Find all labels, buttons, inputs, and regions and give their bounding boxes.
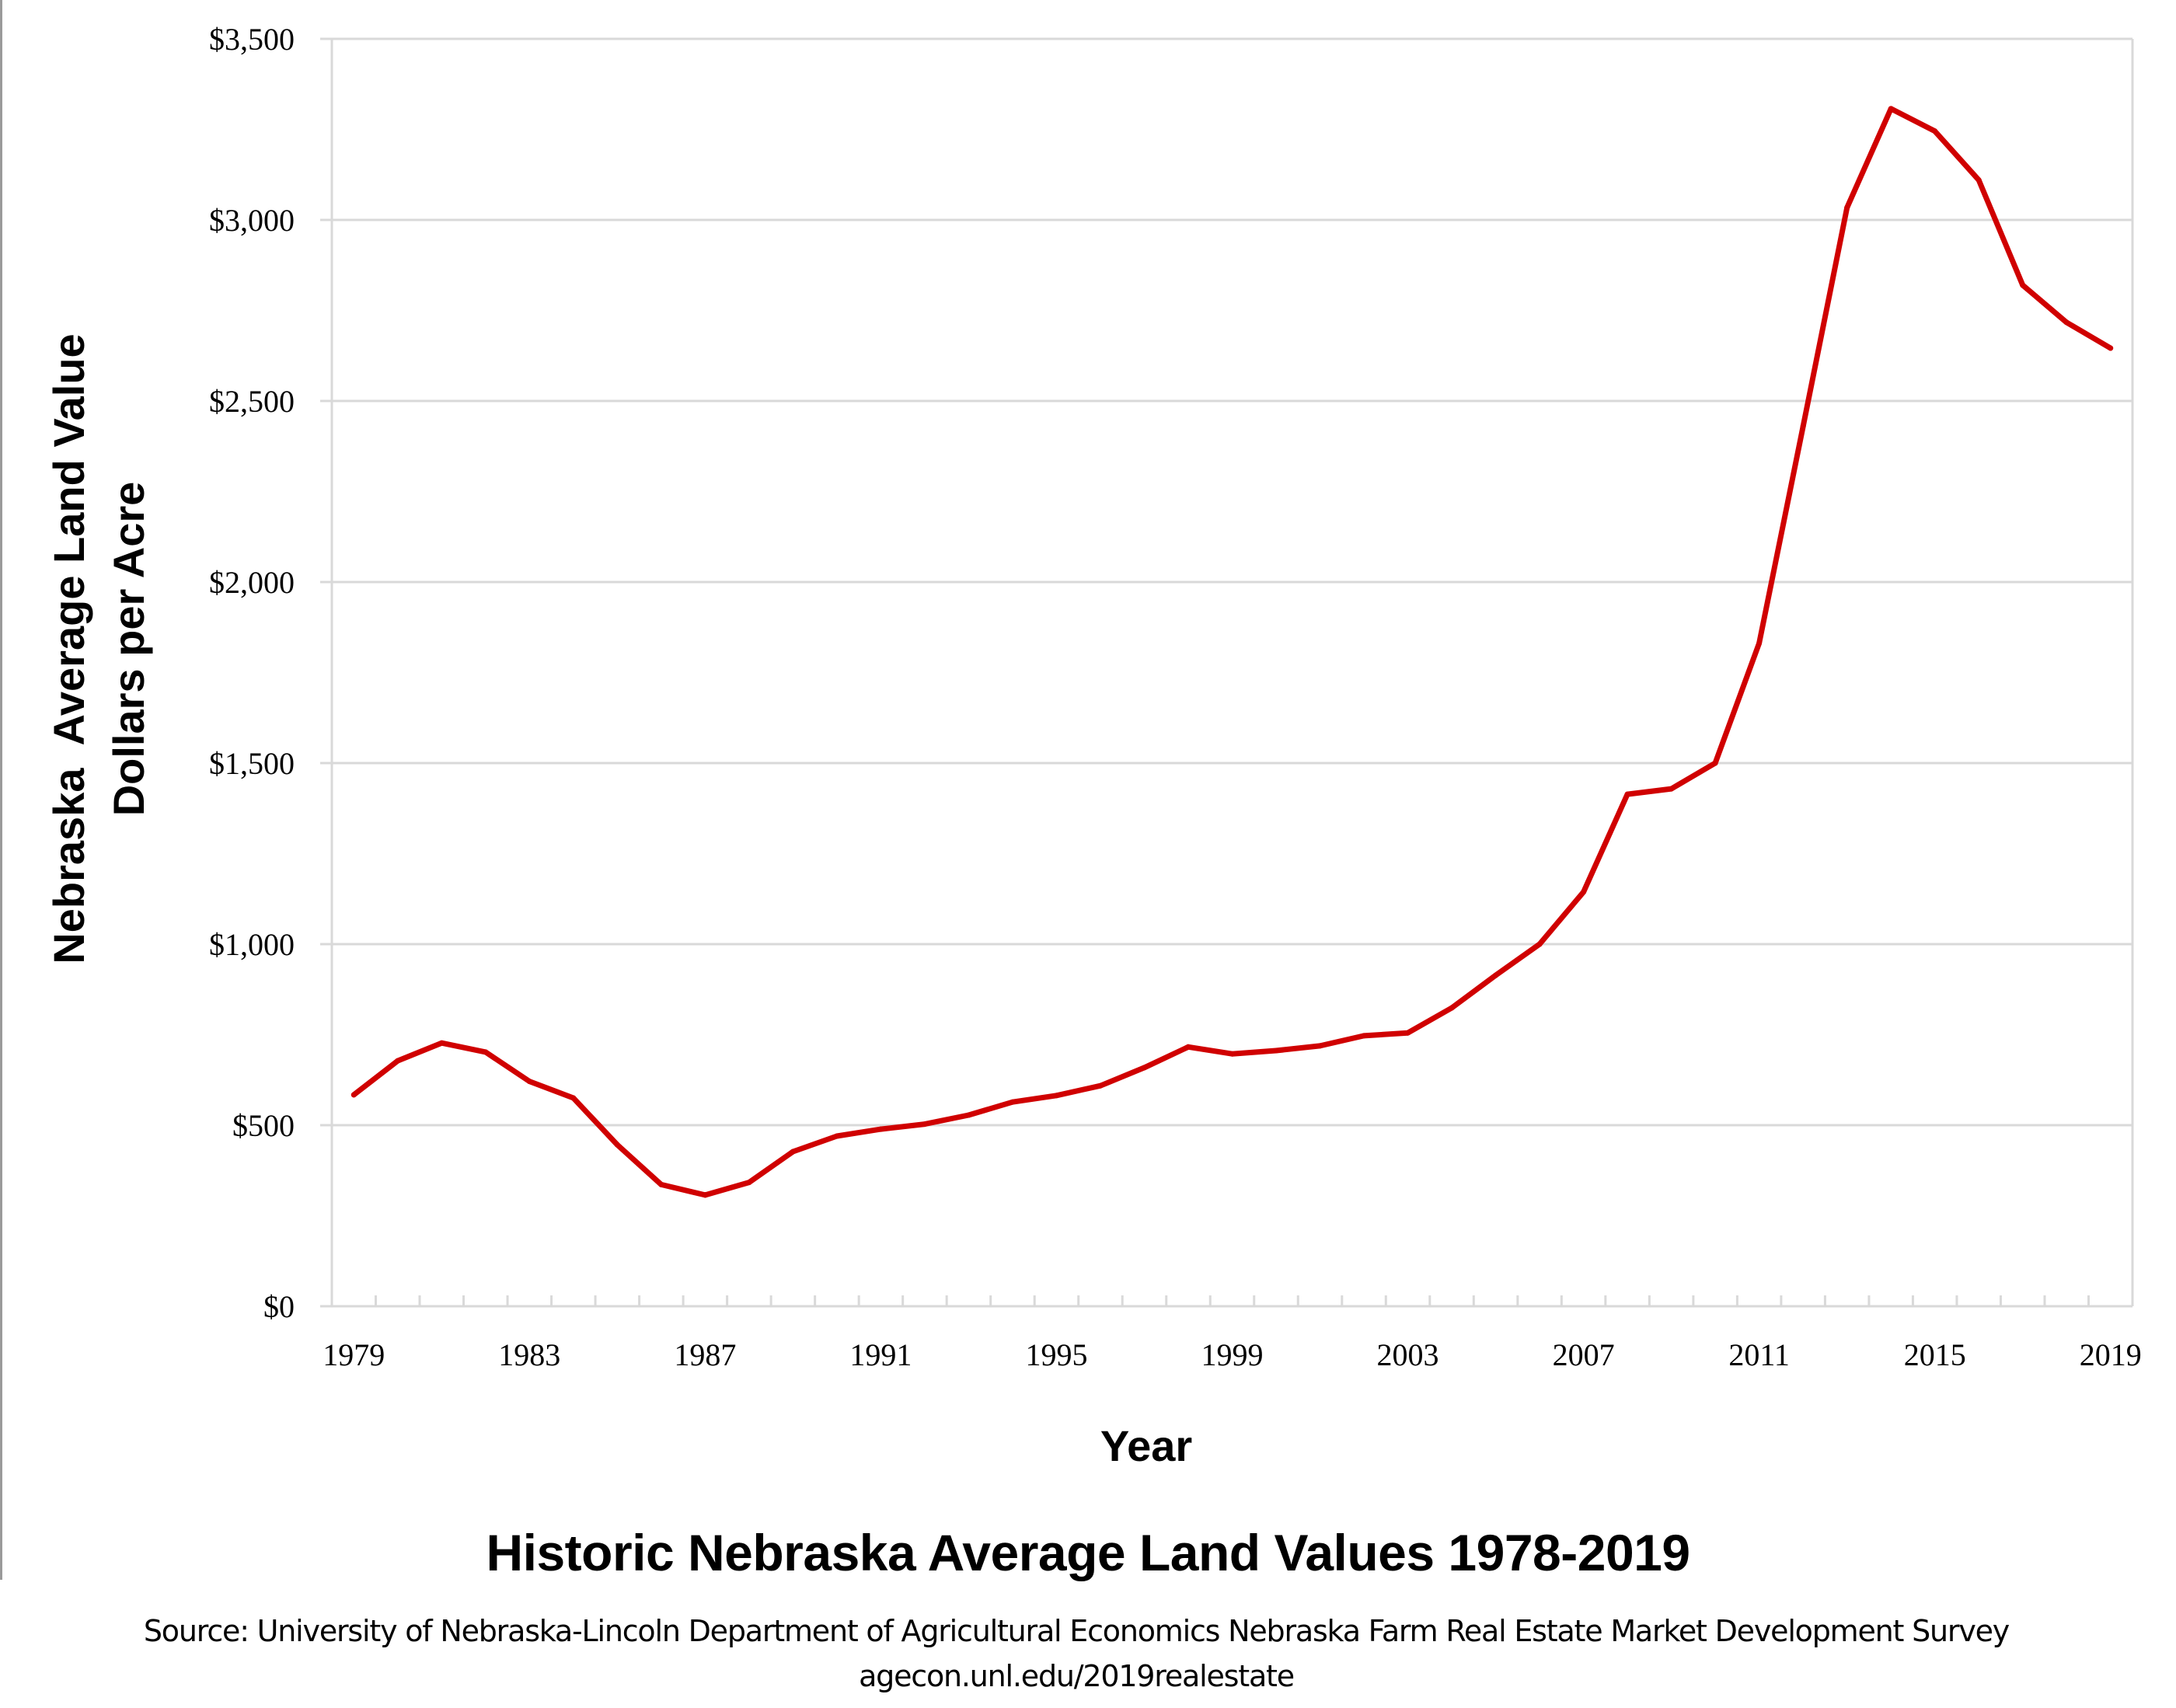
data-point [526,1079,532,1085]
data-point [1142,1065,1147,1071]
data-point [1536,941,1543,947]
data-point [1624,791,1630,797]
data-point [658,1181,664,1187]
data-point [1800,424,1806,430]
source-url: agecon.unl.edu/2019realestate [859,1659,1295,1693]
page-left-border [0,0,2,1580]
data-point [1669,786,1675,792]
line-chart: $0 $500 $1,000 $1,500 $2,000 $2,500 $3,000 $3,5… [44,22,2142,1470]
y-tick-label: $1,500 [209,746,295,781]
data-point [1317,1043,1323,1049]
chart-title: Historic Nebraska Average Land Values 19… [486,1524,1690,1581]
x-tick-label: 1979 [323,1337,385,1372]
gridlines [320,37,2132,1308]
data-point [1493,972,1499,978]
data-point [1449,1005,1455,1011]
x-axis-title: Year [1100,1421,1192,1470]
data-point [483,1049,489,1055]
x-tick-label: 1987 [674,1337,736,1372]
x-tick-labels: 1979 1983 1987 1991 1995 1999 2003 2007 2011 2015… [323,1337,2141,1372]
data-point [834,1133,840,1139]
y-tick-label: $1,000 [209,927,295,962]
y-tick-labels: $0 $500 $1,000 $1,500 $2,000 $2,500 $3,000 $3,5… [209,22,295,1324]
data-point [1712,760,1718,766]
data-point [350,1092,357,1098]
series [350,106,2114,1198]
data-point [922,1121,928,1128]
data-point [1888,106,1894,112]
data-point [702,1192,708,1198]
data-point [614,1142,620,1148]
data-point [1932,128,1938,134]
x-tick-label: 1991 [849,1337,912,1372]
data-point [2108,345,2114,351]
y-tick-label: $0 [263,1289,295,1324]
data-point [1581,889,1587,895]
data-point [1273,1047,1279,1054]
x-tick-label: 2007 [1553,1337,1615,1372]
x-tick-label: 1983 [498,1337,560,1372]
data-point [1010,1099,1016,1105]
data-point [1975,177,1982,183]
data-point [1756,640,1763,647]
data-point [570,1095,577,1101]
data-point [395,1058,401,1064]
y-tick-label: $2,000 [209,565,295,600]
data-point [790,1149,796,1155]
x-tick-label: 2015 [1904,1337,1966,1372]
data-point [2020,282,2026,288]
data-point [1054,1093,1059,1099]
data-point [877,1126,884,1132]
data-point [1229,1051,1235,1057]
y-axis-title-line-2: Dollars per Acre [104,482,153,817]
data-point [2063,319,2070,326]
data-point [1097,1082,1104,1089]
x-tick-label: 2003 [1377,1337,1439,1372]
x-tick-label: 2011 [1728,1337,1790,1372]
data-point [1844,204,1850,211]
data-point [1185,1044,1191,1050]
x-tick-label: 1995 [1025,1337,1087,1372]
y-tick-label: $500 [232,1108,295,1143]
data-point [438,1040,445,1046]
data-point [965,1112,971,1118]
x-tick-label: 2019 [2080,1337,2142,1372]
data-point [1361,1033,1367,1039]
x-tick-label: 1999 [1201,1337,1264,1372]
y-axis-title-line-1: Nebraska Average Land Value [44,333,93,964]
y-tick-label: $3,500 [209,22,295,57]
data-point [1405,1030,1411,1036]
series-line [350,106,2114,1198]
y-tick-label: $3,000 [209,203,295,238]
y-tick-label: $2,500 [209,384,295,419]
axes [330,39,2134,1306]
source-citation: Source: University of Nebraska-Lincoln D… [143,1614,2010,1648]
data-point [746,1180,752,1186]
